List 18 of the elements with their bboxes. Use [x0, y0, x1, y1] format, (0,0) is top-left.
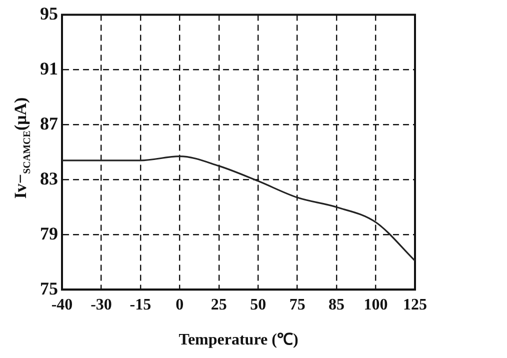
- y-tick-label: 79: [40, 223, 58, 244]
- x-axis-title: Temperature (℃): [178, 332, 298, 349]
- x-tick-label: -30: [90, 296, 112, 314]
- y-tick-label: 87: [40, 113, 58, 134]
- y-tick-label: 95: [40, 3, 58, 24]
- y-tick-label: 75: [40, 278, 58, 298]
- x-tick-label: 85: [328, 296, 345, 314]
- x-tick-label: 25: [210, 296, 227, 314]
- x-tick-label: 125: [403, 296, 427, 314]
- line-series: [61, 156, 416, 262]
- x-tick-label: 50: [250, 296, 266, 314]
- y-tick-label: 83: [40, 168, 58, 188]
- x-tick-label: 0: [176, 296, 184, 314]
- x-tick-label: 100: [364, 296, 388, 314]
- x-tick-label: 75: [289, 296, 306, 314]
- x-tick-label: -15: [130, 296, 152, 314]
- y-tick-label: 91: [40, 58, 58, 78]
- x-tick-label: -40: [51, 296, 73, 314]
